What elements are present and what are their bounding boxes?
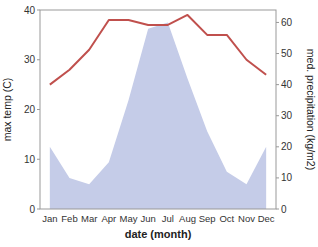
- y-axis-label: max temp (C): [1, 78, 13, 142]
- tick: [276, 22, 279, 23]
- tick-label: 40: [24, 5, 36, 16]
- tick-label: 10: [24, 154, 36, 165]
- category-label: Mar: [81, 213, 97, 224]
- line: [50, 15, 266, 85]
- tick-label: 30: [281, 110, 293, 121]
- tick: [37, 209, 40, 210]
- tick-label: 20: [24, 104, 36, 115]
- tick: [276, 115, 279, 116]
- tick-label: 0: [29, 204, 35, 215]
- category-label: Oct: [219, 213, 234, 224]
- y2-axis-label: med. precipitation (kg/m2): [305, 49, 317, 170]
- category-label: Dec: [258, 213, 275, 224]
- tick: [276, 146, 279, 147]
- tick: [37, 59, 40, 60]
- category-label: Nov: [238, 213, 255, 224]
- tick-label: 20: [281, 141, 293, 152]
- tick-label: 30: [24, 54, 36, 65]
- tick-label: 40: [281, 79, 293, 90]
- tick: [276, 84, 279, 85]
- frame: [40, 10, 276, 209]
- area: [50, 22, 266, 209]
- category-label: Jan: [42, 213, 57, 224]
- category-label: Sep: [199, 213, 216, 224]
- tick-label: 60: [281, 17, 293, 28]
- tick-label: 0: [281, 204, 287, 215]
- category-label: Jul: [162, 213, 174, 224]
- x-axis-label: date (month): [125, 228, 192, 240]
- tick-label: 10: [281, 172, 293, 183]
- plot-area: [50, 15, 266, 209]
- category-label: Feb: [61, 213, 77, 224]
- tick-label: 50: [281, 48, 293, 59]
- tick: [37, 109, 40, 110]
- tick: [37, 10, 40, 11]
- category-label: Jun: [141, 213, 156, 224]
- category-label: Apr: [101, 213, 116, 224]
- tick: [276, 53, 279, 54]
- tick: [276, 177, 279, 178]
- category-label: Aug: [179, 213, 196, 224]
- tick: [276, 209, 279, 210]
- tick: [37, 159, 40, 160]
- chart: 0 10 20 30 40 0 10 20 30 40 50 60 Jan Feb Mar Apr MayJun…: [0, 0, 318, 247]
- category-label: May: [120, 213, 138, 224]
